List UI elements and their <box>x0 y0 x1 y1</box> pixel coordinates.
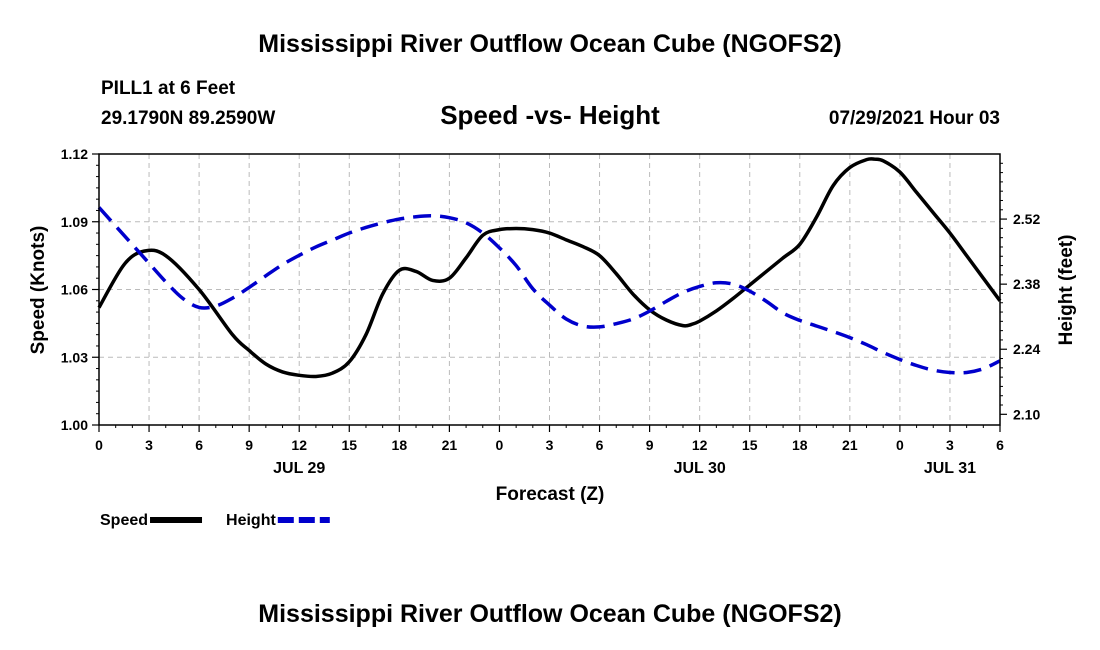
y-tick-label-left: 1.00 <box>61 417 88 433</box>
x-tick-label: 6 <box>996 437 1004 453</box>
datetime-label: 07/29/2021 Hour 03 <box>828 108 1000 129</box>
x-tick-label: 0 <box>95 437 103 453</box>
coordinates-label: 29.1790N 89.2590W <box>101 108 276 129</box>
x-tick-label: 0 <box>496 437 504 453</box>
y-tick-label-left: 1.12 <box>61 146 88 162</box>
page-title-bottom: Mississippi River Outflow Ocean Cube (NG… <box>258 600 842 628</box>
legend-label-speed: Speed <box>100 512 148 529</box>
x-axis-label: Forecast (Z) <box>496 484 605 505</box>
x-tick-label: 15 <box>742 437 758 453</box>
y-tick-label-right: 2.52 <box>1013 211 1040 227</box>
x-tick-label: 3 <box>145 437 153 453</box>
x-tick-label: 6 <box>195 437 203 453</box>
page-title-top: Mississippi River Outflow Ocean Cube (NG… <box>258 30 842 58</box>
x-tick-label: 21 <box>442 437 458 453</box>
x-tick-label: 18 <box>792 437 808 453</box>
x-tick-label: 18 <box>392 437 408 453</box>
x-tick-label: 6 <box>596 437 604 453</box>
y-axis-label-left: Speed (Knots) <box>28 226 49 355</box>
x-tick-label: 3 <box>546 437 554 453</box>
series-line-height <box>97 206 1001 375</box>
x-tick-label: 12 <box>291 437 307 453</box>
y-tick-label-right: 2.24 <box>1013 341 1040 357</box>
date-label: JUL 29 <box>273 460 325 477</box>
x-tick-label: 3 <box>946 437 954 453</box>
chart-title: Speed -vs- Height <box>440 100 660 130</box>
series-lines <box>97 157 1002 379</box>
x-tick-label: 15 <box>341 437 357 453</box>
grid-lines <box>99 154 1000 425</box>
series-line-speed <box>97 157 1002 379</box>
y-tick-label-left: 1.03 <box>61 349 88 365</box>
date-label: JUL 31 <box>924 460 976 477</box>
x-tick-label: 21 <box>842 437 858 453</box>
y-tick-label-left: 1.09 <box>61 214 88 230</box>
x-tick-label: 9 <box>245 437 253 453</box>
y-tick-label-left: 1.06 <box>61 282 88 298</box>
axes: 0 3 6 9 12 15 18 21 0 3 6 9 12 15 18 21 0 3 6 JUL 29 JUL 30 J… <box>61 146 1041 477</box>
legend: Speed Height <box>100 512 330 529</box>
x-tick-label: 0 <box>896 437 904 453</box>
legend-label-height: Height <box>226 512 276 529</box>
station-label: PILL1 at 6 Feet <box>101 78 236 99</box>
y-tick-label-right: 2.38 <box>1013 276 1040 292</box>
y-axis-label-right: Height (feet) <box>1056 235 1077 346</box>
y-tick-label-right: 2.10 <box>1013 406 1040 422</box>
date-label: JUL 30 <box>674 460 726 477</box>
x-tick-label: 12 <box>692 437 708 453</box>
x-tick-label: 9 <box>646 437 654 453</box>
